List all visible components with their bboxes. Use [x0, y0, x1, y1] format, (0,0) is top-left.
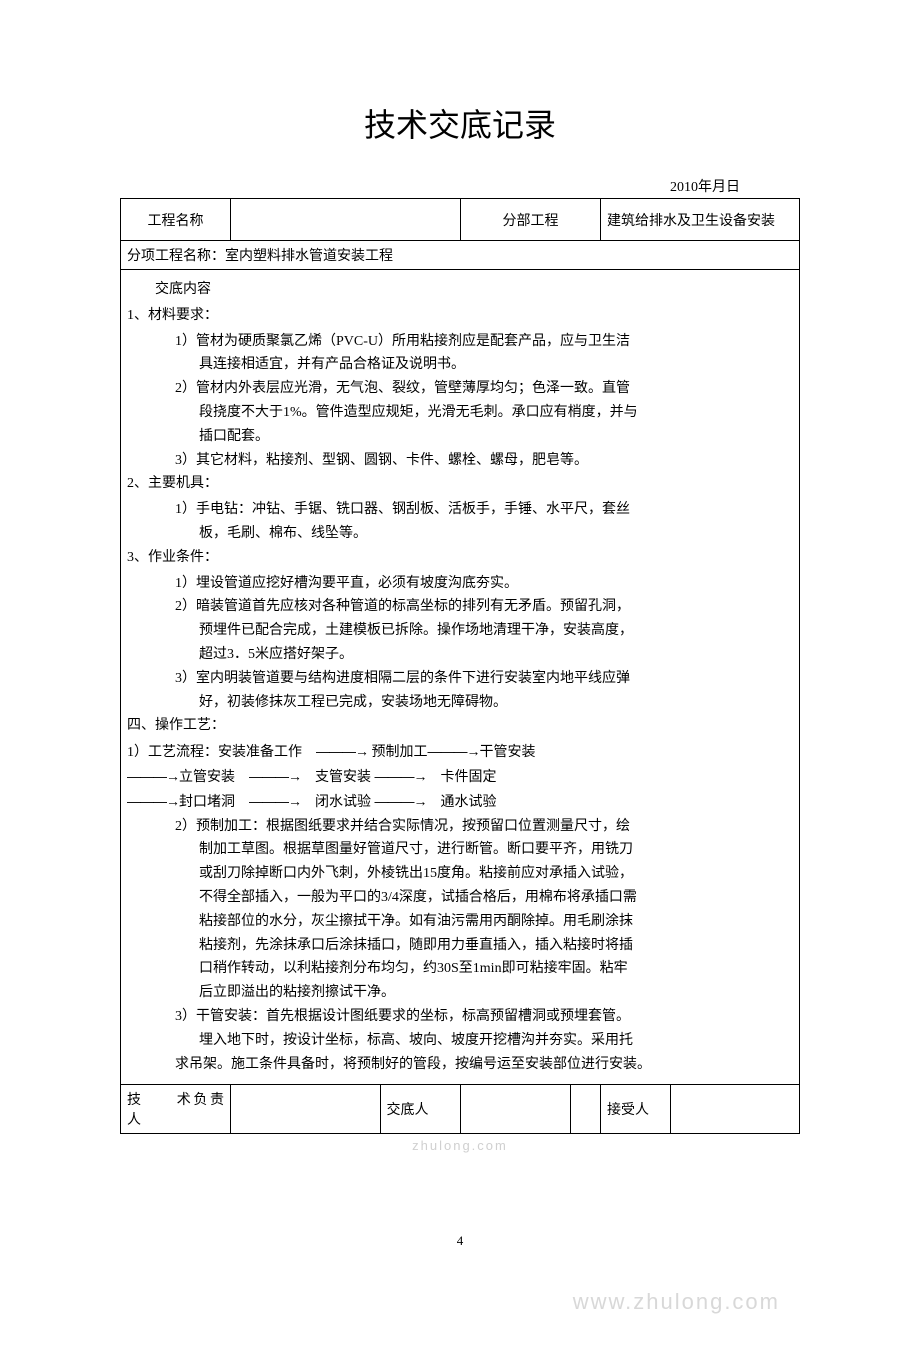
received-by-value [671, 1085, 800, 1134]
arrow-icon: ———→ [249, 793, 301, 809]
section3-item1: 1）埋设管道应挖好槽沟要平直，必须有坡度沟底夯实。 [175, 572, 793, 596]
section1-title: 1、材料要求： [127, 304, 793, 328]
item-text: 预制加工：根据图纸要求并结合实际情况，按预留口位置测量尺寸，绘 [196, 819, 630, 834]
item-text: 室内明装管道要与结构进度相隔二层的条件下进行安装室内地平线应弹 [196, 671, 630, 686]
item-cont: 具连接相适宜，并有产品合格证及说明书。 [199, 353, 793, 377]
arrow-icon: ———→ [127, 793, 179, 809]
item-text: 手电钻：冲钻、手锯、铣口器、钢刮板、活板手，手锤、水平尺，套丝 [196, 502, 630, 517]
arrow-icon: ———→ [428, 743, 480, 759]
spacer [571, 1085, 601, 1134]
flow-line3: ———→封口堵洞 ———→ 闭水试验 ———→ 通水试验 [127, 790, 793, 815]
section4-item2: 2）预制加工：根据图纸要求并结合实际情况，按预留口位置测量尺寸，绘 制加工草图。… [175, 815, 793, 1005]
arrow-icon: ———→ [249, 768, 301, 784]
item-text: 干管安装：首先根据设计图纸要求的坐标，标高预留槽洞或预埋套管。 [196, 1009, 630, 1024]
content-row: 交底内容 1、材料要求： 1）管材为硬质聚氯乙烯（PVC-U）所用粘接剂应是配套… [121, 270, 800, 1085]
tech-leader-label: 技 术负责人 [121, 1085, 231, 1134]
flow-step6: 卡件固定 [441, 770, 497, 785]
section1-item1: 1）管材为硬质聚氯乙烯（PVC-U）所用粘接剂应是配套产品，应与卫生洁 具连接相… [175, 330, 793, 378]
subproject-value: 室内塑料排水管道安装工程 [225, 249, 393, 264]
flow-step4: 立管安装 [179, 770, 235, 785]
item-num: 1） [175, 576, 196, 591]
page-number: 4 [120, 1233, 800, 1249]
main-table: 工程名称 分部工程 建筑给排水及卫生设备安装 分项工程名称：室内塑料排水管道安装… [120, 198, 800, 1134]
watermark-bottom: www.zhulong.com [120, 1289, 800, 1315]
section3-title: 3、作业条件： [127, 546, 793, 570]
flow-step5: 支管安装 [315, 770, 371, 785]
flow-step3: 干管安装 [480, 745, 536, 760]
content-heading: 交底内容 [127, 278, 793, 302]
flow-prefix: 1）工艺流程： [127, 745, 218, 760]
arrow-icon: ———→ [316, 743, 368, 759]
section3-item3: 3）室内明装管道要与结构进度相隔二层的条件下进行安装室内地平线应弹 好，初装修抹… [175, 667, 793, 715]
item-text: 其它材料，粘接剂、型钢、圆钢、卡件、螺栓、螺母，肥皂等。 [196, 453, 588, 468]
content-cell: 交底内容 1、材料要求： 1）管材为硬质聚氯乙烯（PVC-U）所用粘接剂应是配套… [121, 270, 800, 1085]
project-name-value [231, 199, 461, 241]
received-by-label: 接受人 [601, 1085, 671, 1134]
disclosed-by-label: 交底人 [380, 1085, 461, 1134]
arrow-icon: ———→ [375, 793, 427, 809]
section3-item2: 2）暗装管道首先应核对各种管道的标高坐标的排列有无矛盾。预留孔洞， 预埋件已配合… [175, 595, 793, 666]
item-num: 3） [175, 453, 196, 468]
item-cont: 粘接部位的水分，灰尘擦拭干净。如有油污需用丙酮除掉。用毛刷涂抹 [199, 910, 793, 934]
project-name-label: 工程名称 [121, 199, 231, 241]
item-cont: 不得全部插入，一般为平口的3/4深度，试插合格后，用棉布将承插口需 [199, 886, 793, 910]
heading-text: 交底内容 [155, 282, 211, 297]
item-cont: 埋入地下时，按设计坐标，标高、坡向、坡度开挖槽沟并夯实。采用托 [199, 1029, 793, 1053]
subproject-label: 分项工程名称： [127, 249, 225, 264]
tech-leader-value [231, 1085, 381, 1134]
subsection-value: 建筑给排水及卫生设备安装 [601, 199, 800, 241]
item-cont: 后立即溢出的粘接剂擦试干净。 [199, 981, 793, 1005]
flow-step8: 闭水试验 [315, 795, 371, 810]
item-cont: 好，初装修抹灰工程已完成，安装场地无障碍物。 [199, 691, 793, 715]
item-cont: 插口配套。 [199, 425, 793, 449]
document-date: 2010年月日 [120, 176, 800, 196]
section4-item3: 3）干管安装：首先根据设计图纸要求的坐标，标高预留槽洞或预埋套管。 埋入地下时，… [175, 1005, 793, 1076]
item-num: 3） [175, 671, 196, 686]
item-cont: 粘接剂，先涂抹承口后涂抹插口，随即用力垂直插入，插入粘接时将插 [199, 934, 793, 958]
item-num: 2） [175, 381, 196, 396]
section2-title: 2、主要机具： [127, 472, 793, 496]
flow-step1: 安装准备工作 [218, 745, 302, 760]
item-num: 2） [175, 599, 196, 614]
item-cont: 预埋件已配合完成，土建模板已拆除。操作场地清理干净，安装高度， [199, 619, 793, 643]
footer-row: 技 术负责人 交底人 接受人 [121, 1085, 800, 1134]
section2-item1: 1）手电钻：冲钻、手锯、铣口器、钢刮板、活板手，手锤、水平尺，套丝 板，毛刷、棉… [175, 498, 793, 546]
subproject-cell: 分项工程名称：室内塑料排水管道安装工程 [121, 241, 800, 270]
item-num: 1） [175, 334, 196, 349]
item-text: 管材内外表层应光滑，无气泡、裂纹，管壁薄厚均匀；色泽一致。直管 [196, 381, 630, 396]
section4-title: 四、操作工艺： [127, 714, 793, 738]
item-text: 管材为硬质聚氯乙烯（PVC-U）所用粘接剂应是配套产品，应与卫生洁 [196, 334, 630, 349]
item-cont: 段挠度不大于1%。管件造型应规矩，光滑无毛刺。承口应有梢度，并与 [199, 401, 793, 425]
item-text: 暗装管道首先应核对各种管道的标高坐标的排列有无矛盾。预留孔洞， [196, 599, 630, 614]
item-cont: 或刮刀除掉断口内外飞刺，外棱铣出15度角。粘接前应对承插入试验， [199, 862, 793, 886]
header-row: 工程名称 分部工程 建筑给排水及卫生设备安装 [121, 199, 800, 241]
item-cont: 口稍作转动，以利粘接剂分布均匀，约30S至1min即可粘接牢固。粘牢 [199, 957, 793, 981]
item-cont: 超过3．5米应搭好架子。 [199, 643, 793, 667]
section1-item3: 3）其它材料，粘接剂、型钢、圆钢、卡件、螺栓、螺母，肥皂等。 [175, 449, 793, 473]
document-title: 技术交底记录 [120, 100, 800, 146]
item-num: 2） [175, 819, 196, 834]
item-text: 埋设管道应挖好槽沟要平直，必须有坡度沟底夯实。 [196, 576, 518, 591]
watermark-top: zhulong.com [120, 1138, 800, 1153]
disclosed-by-value [461, 1085, 571, 1134]
item-cont: 制加工草图。根据草图量好管道尺寸，进行断管。断口要平齐，用铣刀 [199, 838, 793, 862]
arrow-icon: ———→ [375, 768, 427, 784]
section1-item2: 2）管材内外表层应光滑，无气泡、裂纹，管壁薄厚均匀；色泽一致。直管 段挠度不大于… [175, 377, 793, 448]
subsection-label: 分部工程 [461, 199, 601, 241]
flow-step9: 通水试验 [441, 795, 497, 810]
item-num: 3） [175, 1009, 196, 1024]
flow-line1: 1）工艺流程：安装准备工作 ———→ 预制加工———→干管安装 [127, 740, 793, 765]
item-cont: 求吊架。施工条件具备时，将预制好的管段，按编号运至安装部位进行安装。 [175, 1053, 793, 1077]
flow-step2: 预制加工 [372, 745, 428, 760]
flow-step7: 封口堵洞 [179, 795, 235, 810]
flow-line2: ———→立管安装 ———→ 支管安装 ———→ 卡件固定 [127, 765, 793, 790]
arrow-icon: ———→ [127, 768, 179, 784]
subproject-row: 分项工程名称：室内塑料排水管道安装工程 [121, 241, 800, 270]
item-num: 1） [175, 502, 196, 517]
item-cont: 板，毛刷、棉布、线坠等。 [199, 522, 793, 546]
